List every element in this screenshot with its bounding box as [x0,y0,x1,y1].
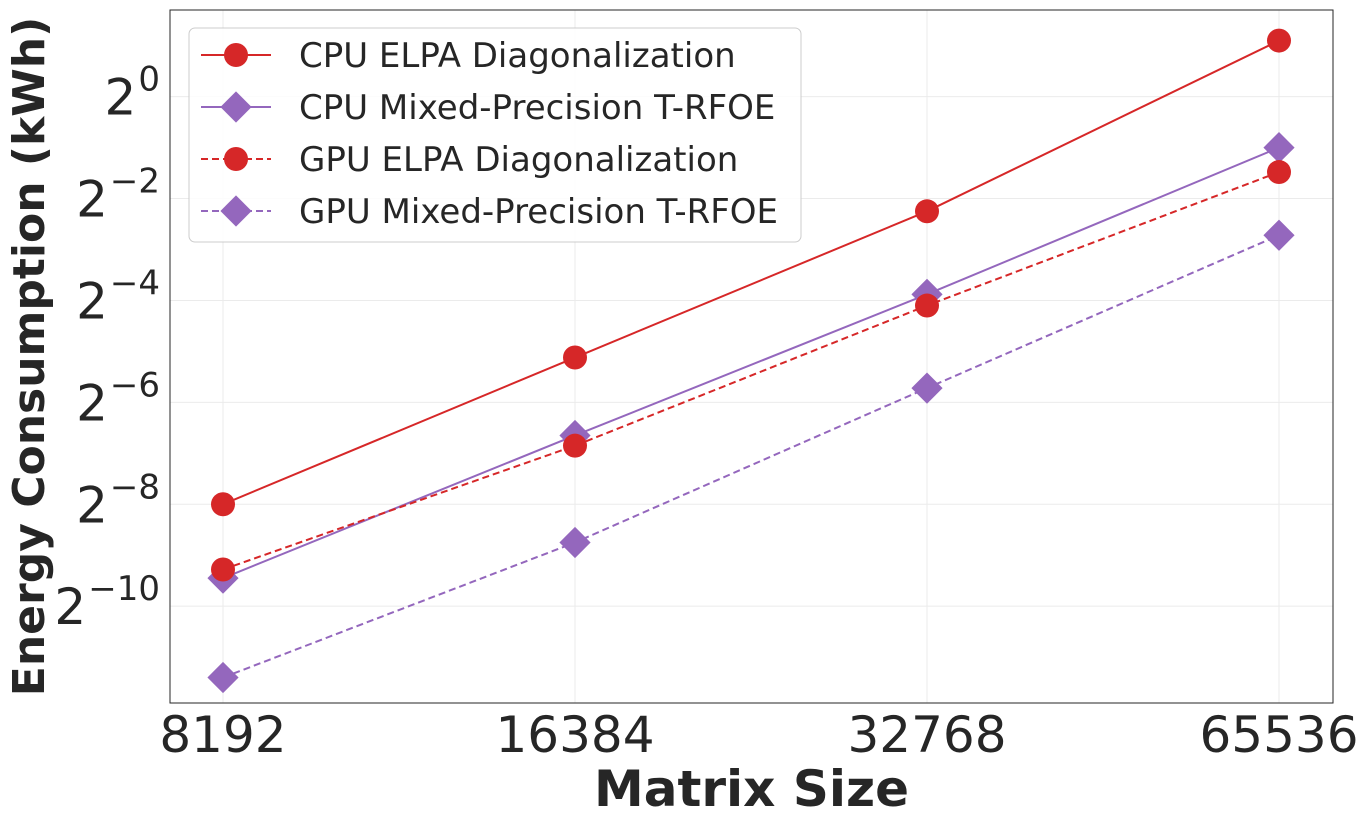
y-tick-label: 02 [105,60,160,127]
y-tick-exponent: 0 [138,60,160,100]
series-layer [207,28,1295,694]
data-point [911,372,943,404]
series-line [222,171,1280,571]
series-1 [211,28,1291,517]
legend-label: CPU ELPA Diagonalization [299,36,736,76]
y-tick-exponent: −6 [110,365,160,405]
data-point [915,293,939,318]
y-tick-base: 2 [76,374,108,432]
y-axis-title: Energy Consumption (kWh) [4,17,55,696]
y-tick-label: −82 [76,467,160,534]
y-tick-exponent: −2 [110,162,160,202]
series-line [222,39,1280,506]
data-point [915,199,939,224]
x-tick-label: 32768 [847,706,1006,764]
y-tick-exponent: −10 [88,569,160,609]
data-point [211,492,235,517]
legend: CPU ELPA Diagonalization CPU Mixed-Precis… [188,27,802,243]
data-point [559,526,591,559]
x-axis-title: Matrix Size [594,760,909,818]
legend-label: CPU Mixed-Precision T-RFOE [299,88,775,128]
legend-box [188,27,802,243]
data-point [1263,131,1295,164]
data-point [1267,160,1291,185]
legend-marker [224,147,248,171]
y-tick-label: −62 [76,365,160,432]
y-tick-base: 2 [76,476,108,534]
legend-entry: GPU Mixed-Precision T-RFOE [201,192,778,232]
data-point [1267,28,1291,53]
legend-entry: CPU ELPA Diagonalization [201,36,736,76]
y-tick-label: −42 [76,263,160,330]
series-line [222,146,1280,580]
y-tick-exponent: −8 [110,467,160,507]
y-tick-label: −22 [76,162,160,229]
series-4 [207,219,1295,694]
series-3 [211,160,1291,582]
legend-marker [224,43,248,67]
y-tick-base: 2 [54,578,86,636]
legend-entry: CPU Mixed-Precision T-RFOE [201,88,775,128]
y-tick-label: −102 [54,569,160,636]
x-tick-labels: 8192 16384 32768 65536 [159,706,1358,764]
legend-marker [220,195,252,227]
y-tick-base: 2 [105,69,137,127]
y-tick-exponent: −4 [110,263,160,303]
legend-marker [220,91,252,123]
series-line [222,234,1280,679]
x-tick-label: 8192 [159,706,286,764]
data-point [211,557,235,582]
x-tick-label: 16384 [495,706,654,764]
plot-frame [169,9,1334,704]
data-point [563,345,587,370]
legend-label: GPU Mixed-Precision T-RFOE [299,192,778,232]
y-tick-base: 2 [76,171,108,229]
legend-entry: GPU ELPA Diagonalization [201,140,738,180]
x-tick-label: 65536 [1199,706,1358,764]
y-tick-base: 2 [76,272,108,330]
y-tick-labels: 02−22−42−62−82−102 [54,60,160,637]
data-point [207,661,239,694]
data-point [1263,219,1295,251]
data-point [563,433,587,458]
legend-label: GPU ELPA Diagonalization [299,140,738,180]
